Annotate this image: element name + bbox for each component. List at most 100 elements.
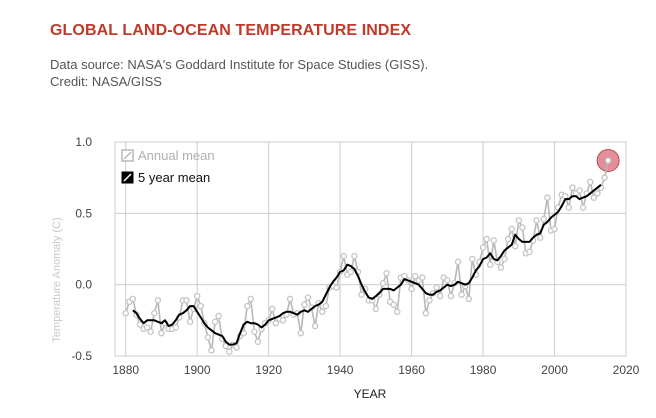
- annual-point[interactable]: [433, 284, 440, 291]
- annual-point[interactable]: [587, 178, 594, 186]
- annual-point[interactable]: [251, 328, 258, 335]
- annual-point[interactable]: [383, 270, 390, 277]
- annual-point[interactable]: [351, 252, 358, 260]
- x-tick-label: 1940: [327, 363, 354, 377]
- annual-point[interactable]: [436, 292, 444, 300]
- y-tick-label: 0.0: [75, 278, 92, 292]
- annual-mean-series: [122, 157, 612, 355]
- annual-point[interactable]: [479, 244, 487, 251]
- annual-point[interactable]: [226, 348, 233, 355]
- annual-point[interactable]: [347, 268, 355, 276]
- legend-label-five-year[interactable]: 5 year mean: [138, 170, 210, 185]
- annual-point[interactable]: [601, 174, 608, 181]
- annual-point[interactable]: [272, 319, 280, 327]
- annual-point[interactable]: [579, 204, 587, 211]
- annual-point[interactable]: [454, 258, 462, 266]
- annual-point[interactable]: [143, 324, 151, 331]
- annual-point[interactable]: [222, 342, 230, 350]
- annual-point[interactable]: [286, 295, 294, 303]
- credit-line: Credit: NASA/GISS: [50, 74, 162, 89]
- annual-point[interactable]: [562, 192, 569, 200]
- annual-point[interactable]: [419, 274, 426, 281]
- legend-swatch-five-year-mark: [123, 173, 132, 182]
- source-line: Data source: NASA's Goddard Institute fo…: [50, 57, 429, 72]
- annual-point[interactable]: [526, 248, 533, 256]
- annual-point[interactable]: [322, 302, 330, 310]
- annual-point[interactable]: [151, 309, 158, 317]
- annual-point[interactable]: [208, 347, 215, 354]
- annual-point[interactable]: [147, 328, 154, 335]
- legend-label-annual[interactable]: Annual mean: [138, 148, 215, 163]
- annual-point[interactable]: [154, 297, 162, 304]
- annual-point[interactable]: [497, 264, 505, 271]
- annual-point[interactable]: [129, 295, 137, 303]
- annual-point[interactable]: [243, 302, 251, 310]
- annual-point[interactable]: [204, 334, 212, 341]
- annual-point[interactable]: [136, 321, 144, 328]
- annual-point[interactable]: [604, 157, 612, 164]
- annual-point[interactable]: [390, 301, 397, 308]
- annual-point[interactable]: [379, 279, 387, 287]
- annual-point[interactable]: [508, 225, 515, 233]
- annual-point[interactable]: [486, 261, 494, 268]
- annual-point[interactable]: [426, 297, 433, 304]
- annual-point[interactable]: [576, 187, 583, 194]
- annual-point[interactable]: [304, 294, 312, 301]
- annual-point[interactable]: [394, 308, 401, 316]
- annual-point[interactable]: [511, 242, 519, 250]
- annual-point[interactable]: [533, 217, 540, 224]
- annual-point[interactable]: [519, 224, 526, 231]
- legend: Annual mean 5 year mean: [121, 148, 215, 185]
- annual-point[interactable]: [183, 297, 190, 304]
- annual-point[interactable]: [422, 309, 430, 317]
- annual-point[interactable]: [551, 225, 558, 233]
- annual-point[interactable]: [536, 234, 544, 241]
- annual-point[interactable]: [594, 190, 601, 197]
- annual-point[interactable]: [340, 252, 347, 260]
- annual-point[interactable]: [158, 329, 165, 337]
- annual-point[interactable]: [465, 295, 473, 303]
- annual-point[interactable]: [565, 204, 573, 211]
- annual-point[interactable]: [515, 217, 523, 224]
- annual-point[interactable]: [408, 285, 415, 293]
- annual-point[interactable]: [444, 277, 451, 284]
- annual-point[interactable]: [186, 318, 194, 326]
- annual-point[interactable]: [590, 194, 598, 201]
- annual-point[interactable]: [211, 318, 219, 326]
- annual-point[interactable]: [411, 272, 419, 280]
- x-tick-label: 1960: [398, 363, 425, 377]
- annual-point[interactable]: [233, 344, 240, 351]
- legend-swatch-annual-mark: [123, 151, 132, 160]
- x-tick-label: 1900: [184, 363, 211, 377]
- annual-point[interactable]: [193, 292, 201, 300]
- annual-point[interactable]: [254, 338, 262, 345]
- annual-point[interactable]: [501, 255, 508, 263]
- annual-point[interactable]: [172, 324, 179, 331]
- annual-point[interactable]: [372, 305, 380, 313]
- annual-point[interactable]: [333, 284, 340, 291]
- annual-point[interactable]: [540, 215, 548, 223]
- x-tick-label: 1920: [255, 363, 282, 377]
- x-tick-label: 1880: [112, 363, 139, 377]
- annual-point[interactable]: [569, 184, 576, 191]
- annual-point[interactable]: [297, 329, 305, 337]
- annual-point[interactable]: [279, 317, 287, 324]
- annual-point[interactable]: [197, 302, 205, 310]
- annual-point[interactable]: [504, 235, 512, 243]
- annual-point[interactable]: [122, 309, 129, 317]
- annual-point[interactable]: [301, 301, 308, 308]
- annual-point[interactable]: [483, 235, 490, 243]
- annual-point[interactable]: [247, 295, 255, 303]
- annual-point[interactable]: [447, 292, 455, 300]
- annual-point[interactable]: [544, 194, 551, 201]
- annual-point[interactable]: [358, 291, 365, 298]
- annual-point[interactable]: [458, 291, 465, 298]
- annual-point[interactable]: [469, 255, 476, 263]
- annual-point[interactable]: [215, 312, 222, 320]
- annual-point[interactable]: [490, 237, 498, 244]
- annual-point[interactable]: [311, 322, 319, 330]
- y-tick-label: 0.5: [75, 206, 92, 220]
- annual-point[interactable]: [319, 308, 326, 316]
- annual-point[interactable]: [268, 305, 276, 313]
